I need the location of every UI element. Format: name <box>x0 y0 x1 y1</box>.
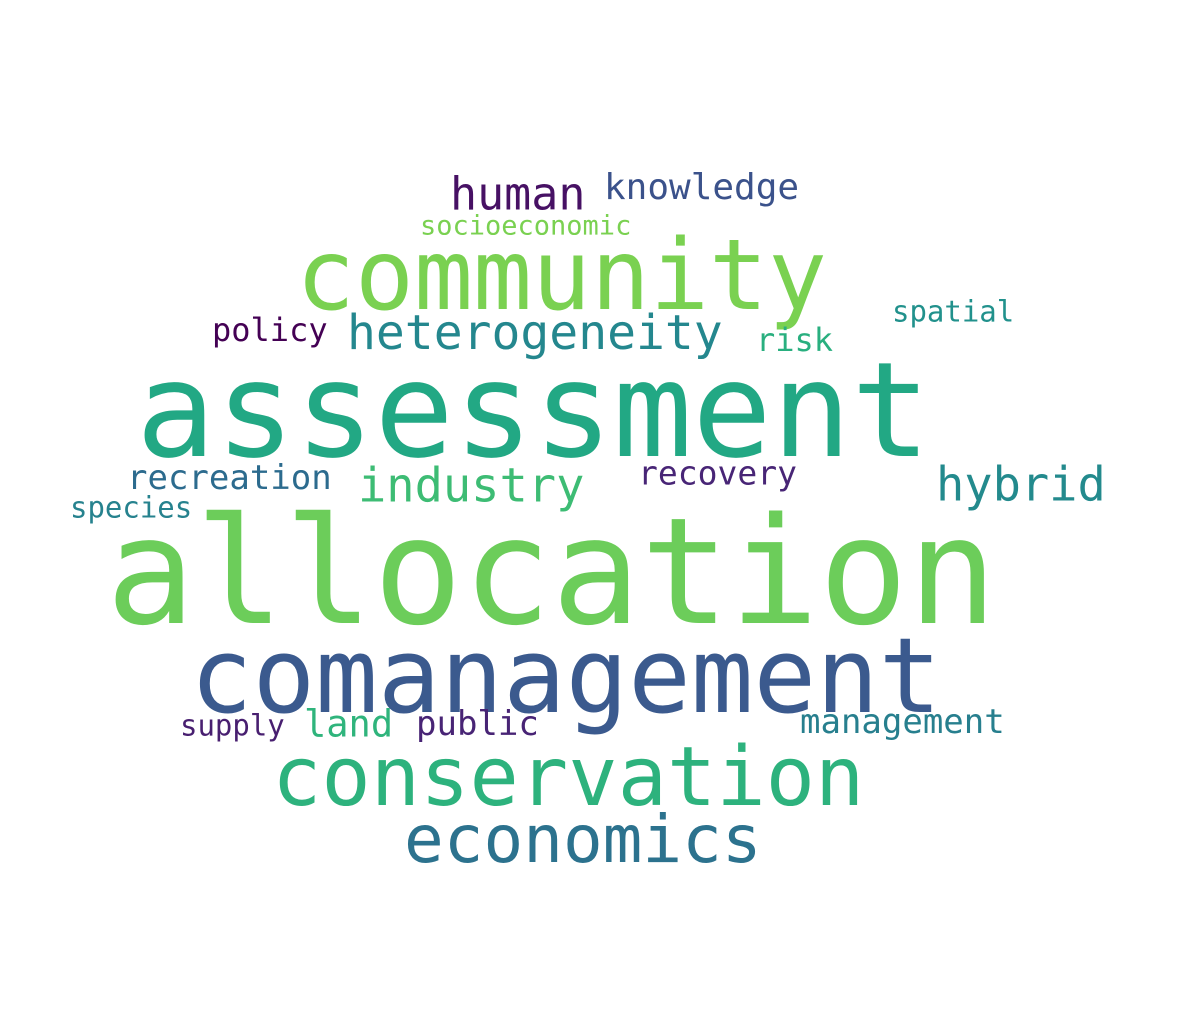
word-community: community <box>296 219 828 333</box>
word-recreation: recreation <box>127 458 332 498</box>
word-species: species <box>70 490 193 525</box>
word-management: management <box>800 702 1005 742</box>
word-conservation: conservation <box>272 730 865 825</box>
word-comanagement: comanagement <box>190 615 942 737</box>
word-recovery: recovery <box>638 453 797 493</box>
word-risk: risk <box>756 321 834 359</box>
word-spatial: spatial <box>892 294 1015 329</box>
word-allocation: allocation <box>106 486 998 658</box>
word-policy: policy <box>212 311 328 349</box>
word-human: human <box>450 167 586 221</box>
word-knowledge: knowledge <box>604 167 800 208</box>
word-supply: supply <box>180 708 285 743</box>
word-economics: economics <box>404 801 762 878</box>
word-socioeconomic: socioeconomic <box>420 210 632 242</box>
word-public: public <box>416 704 539 744</box>
word-industry: industry <box>358 458 585 514</box>
word-assessment: assessment <box>136 334 931 488</box>
word-land: land <box>304 702 394 746</box>
word-hybrid: hybrid <box>936 457 1106 513</box>
word-heterogeneity: heterogeneity <box>347 305 723 361</box>
